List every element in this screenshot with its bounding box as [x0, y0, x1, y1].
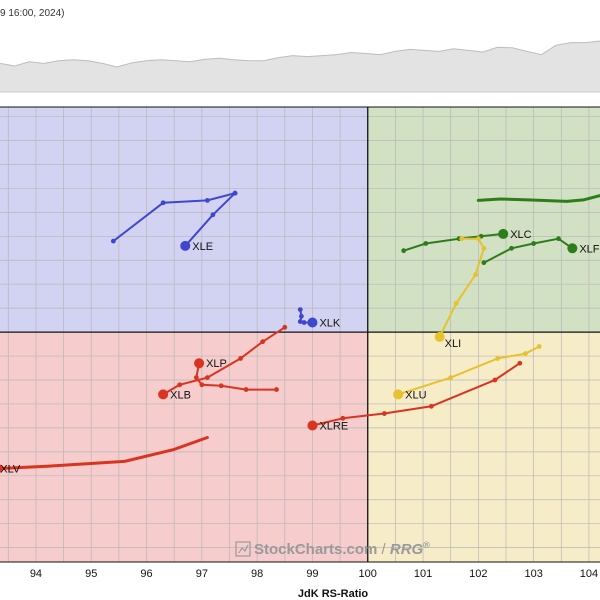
tail-point — [423, 241, 429, 246]
x-tick-label: 101 — [414, 568, 432, 580]
tail-point — [517, 360, 523, 366]
tail-point — [473, 272, 478, 278]
tail-point — [481, 245, 487, 251]
tail-point — [160, 200, 166, 206]
x-tick-label: 94 — [30, 568, 42, 580]
head-point — [0, 464, 3, 473]
tail-point — [204, 197, 210, 203]
tail-line — [476, 194, 600, 203]
x-tick-label: 98 — [251, 568, 263, 580]
x-tick-label: 102 — [469, 568, 487, 580]
tail-point — [522, 351, 528, 357]
benchmark-line — [0, 40, 600, 68]
tail-point — [509, 245, 514, 251]
tail-point — [453, 300, 459, 306]
tail-point — [204, 375, 210, 381]
ticker-label: XLRE — [319, 421, 348, 433]
tail-line — [438, 237, 485, 338]
ticker-label: XLE — [192, 241, 213, 253]
watermark-logo-line — [238, 544, 249, 554]
tail-point — [274, 387, 279, 392]
tail-point — [481, 260, 487, 266]
tail-point — [199, 382, 205, 388]
tail-point — [110, 238, 116, 244]
ticker-label: XLC — [510, 229, 531, 241]
ticker-label: XLU — [405, 389, 426, 401]
head-point — [434, 331, 445, 342]
x-tick-label: 104 — [580, 568, 598, 580]
tail-point — [495, 356, 501, 361]
tail-point — [536, 344, 542, 349]
quadrant-improving — [0, 107, 368, 333]
tail-line — [112, 192, 236, 247]
ticker-label: XLV — [0, 464, 21, 476]
date-range-text: 9 16:00, 2024) — [0, 8, 65, 19]
tail-line — [162, 326, 286, 396]
ticker-label: XLF — [579, 243, 599, 255]
x-axis-label: JdK RS-Ratio — [298, 588, 369, 600]
tail-point — [556, 236, 561, 242]
tail-point — [297, 319, 303, 324]
tail-point — [401, 248, 407, 254]
x-tick-label: 95 — [85, 568, 97, 580]
x-tick-label: 100 — [359, 568, 377, 580]
watermark-text: StockCharts.com / RRG® — [254, 540, 430, 558]
benchmark-area — [0, 41, 600, 92]
tail-point — [475, 236, 481, 242]
watermark-brand: StockCharts.com — [254, 541, 377, 558]
tail-line — [0, 436, 209, 470]
x-tick-label: 97 — [196, 568, 208, 580]
tail-point — [193, 375, 199, 381]
ticker-label: XLI — [445, 338, 462, 350]
tail-line — [311, 362, 521, 427]
tail-point — [297, 307, 303, 312]
tail-point — [238, 356, 243, 361]
ticker-label: XLB — [170, 389, 191, 401]
tail-line — [195, 362, 278, 391]
quadrant-weakening — [367, 332, 600, 562]
head-point — [567, 243, 578, 254]
tail-point — [298, 313, 304, 319]
head-point — [194, 358, 205, 369]
tail-point — [218, 383, 224, 389]
head-point — [498, 228, 509, 239]
tail-point — [492, 377, 498, 383]
watermark-separator: / — [377, 541, 390, 558]
watermark-logo-icon — [235, 541, 251, 557]
head-point — [307, 420, 318, 431]
x-tick-label: 103 — [524, 568, 542, 580]
tail-point — [531, 241, 537, 246]
tail-point — [448, 375, 454, 381]
tail-point — [177, 382, 183, 388]
x-tick-label: 99 — [306, 568, 318, 580]
tail-point — [282, 324, 288, 330]
tail-point — [301, 320, 307, 325]
head-point — [158, 389, 169, 400]
ticker-label: XLK — [319, 318, 340, 330]
tail-point — [381, 411, 387, 416]
tail-point — [459, 236, 465, 242]
tail-point — [428, 403, 434, 409]
watermark-registered-mark: ® — [423, 540, 430, 550]
ticker-label: XLP — [206, 358, 227, 370]
tail-point — [260, 339, 266, 345]
tail-point — [210, 212, 216, 218]
x-tick-label: 96 — [140, 568, 152, 580]
head-point — [393, 389, 404, 400]
head-point — [180, 240, 191, 251]
tail-point — [232, 190, 238, 196]
watermark-product: RRG — [390, 541, 424, 558]
tail-point — [340, 415, 346, 421]
head-point — [307, 317, 318, 328]
tail-point — [243, 387, 249, 392]
